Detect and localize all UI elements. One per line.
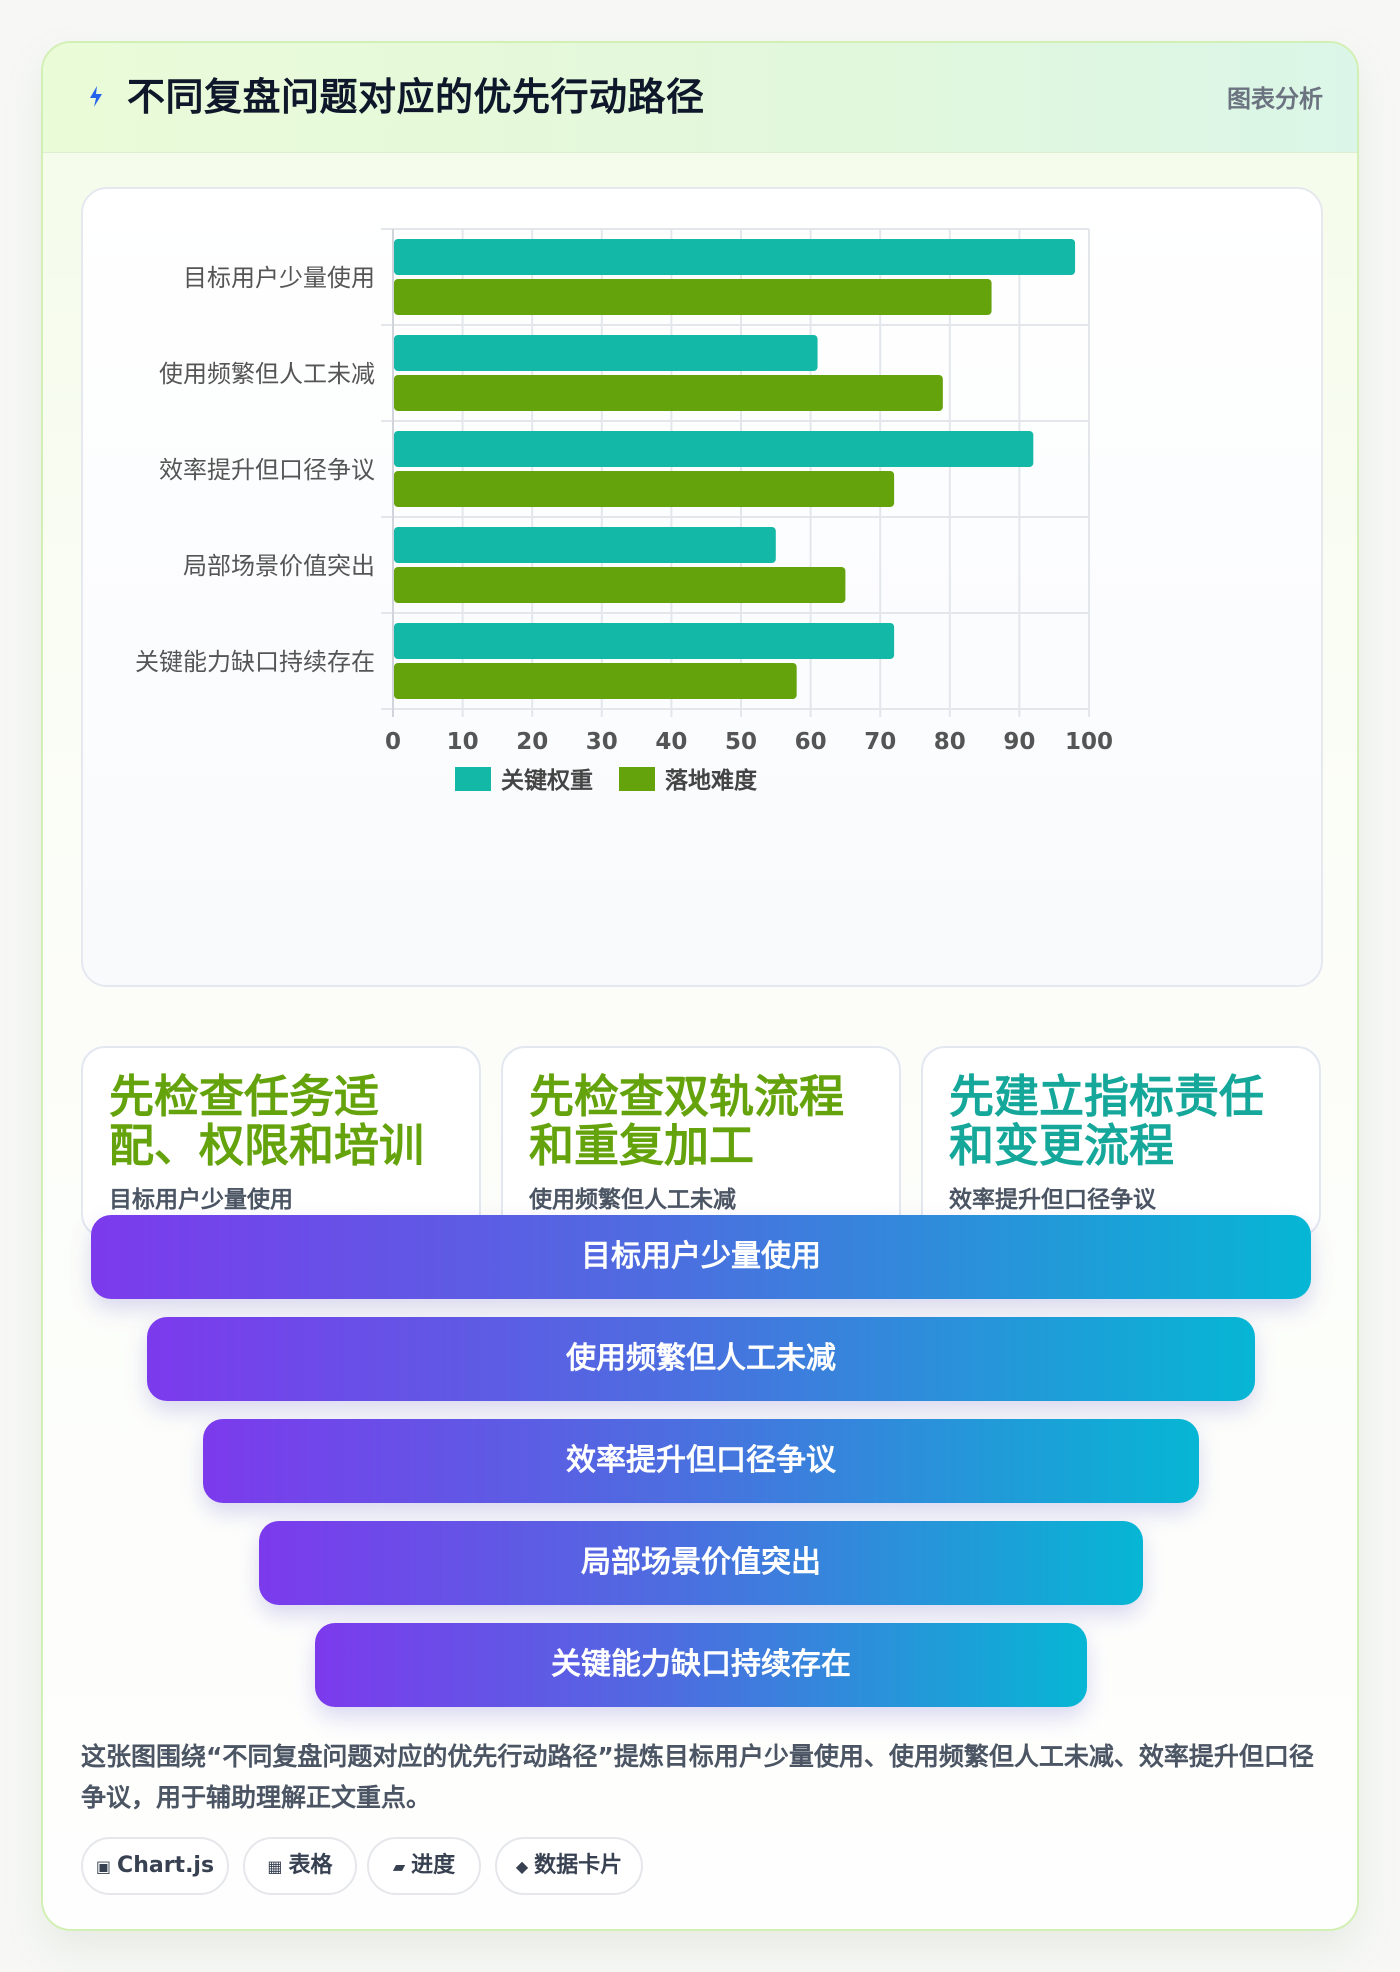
- bar-weight: [394, 335, 818, 371]
- tag-table[interactable]: ▦ 表格: [243, 1837, 357, 1895]
- x-tick-label: 0: [385, 729, 401, 755]
- x-tick-label: 30: [586, 729, 618, 755]
- tag-label: 表格: [288, 1853, 333, 1878]
- x-tick-label: 70: [864, 729, 896, 755]
- legend-swatch: [619, 767, 655, 791]
- tag-label: 数据卡片: [534, 1853, 623, 1878]
- bar-difficulty: [394, 375, 943, 411]
- bar-weight: [394, 239, 1076, 275]
- x-tick-label: 20: [516, 729, 548, 755]
- bar-weight: [394, 431, 1034, 467]
- x-tick-label: 40: [655, 729, 687, 755]
- y-tick-label: 使用频繁但人工未减: [159, 360, 375, 388]
- funnel-step-1: 目标用户少量使用: [91, 1215, 1311, 1299]
- funnel-step-4: 局部场景价值突出: [259, 1521, 1143, 1605]
- y-tick-label: 局部场景价值突出: [183, 552, 375, 580]
- funnel-step-3: 效率提升但口径争议: [203, 1419, 1199, 1503]
- bar-chart: 0 10 20 30 40 50 60 70 80 90 100 目标用户少量使用使用频繁但人工未减效…: [135, 228, 1113, 794]
- bar-difficulty: [394, 663, 797, 699]
- diamond-icon: ◆: [515, 1857, 529, 1876]
- summary-card-label: 目标用户少量使用: [109, 1187, 293, 1213]
- bar-weight: [394, 527, 776, 563]
- summary-card-headline: 先检查任务适配、权限和培训: [109, 1072, 425, 1170]
- table-icon: ▦: [267, 1857, 283, 1876]
- tag-chartjs[interactable]: ▣ Chart.js: [81, 1837, 229, 1895]
- legend-label: 关键权重: [501, 767, 593, 794]
- x-tick-label: 50: [725, 729, 757, 755]
- tag-label: Chart.js: [117, 1853, 215, 1878]
- x-tick-label: 10: [447, 729, 479, 755]
- x-tick-label: 100: [1065, 729, 1113, 755]
- summary-card-headline: 先建立指标责任和变更流程: [949, 1072, 1265, 1170]
- card-title: 不同复盘问题对应的优先行动路径: [127, 75, 705, 119]
- y-tick-label: 关键能力缺口持续存在: [135, 648, 375, 676]
- chart-analysis-tag: 图表分析: [1227, 85, 1323, 113]
- tag-progress[interactable]: ▰ 进度: [367, 1837, 481, 1895]
- summary-card-3: 先建立指标责任和变更流程 效率提升但口径争议: [921, 1046, 1321, 1238]
- summary-card-2: 先检查双轨流程和重复加工 使用频繁但人工未减: [501, 1046, 901, 1238]
- progress-icon: ▰: [392, 1857, 406, 1876]
- funnel-step-5: 关键能力缺口持续存在: [315, 1623, 1087, 1707]
- report-card: 不同复盘问题对应的优先行动路径 图表分析 0 10 20 30 40 50 60 70 80 90…: [41, 41, 1359, 1931]
- chart-icon: ▣: [95, 1857, 112, 1876]
- chart-description: 这张图围绕“不同复盘问题对应的优先行动路径”提炼目标用户少量使用、使用频繁但人工…: [81, 1742, 1314, 1812]
- funnel-step-2: 使用频繁但人工未减: [147, 1317, 1255, 1401]
- x-tick-label: 90: [1003, 729, 1035, 755]
- summary-card-label: 使用频繁但人工未减: [529, 1187, 736, 1213]
- legend-swatch: [455, 767, 491, 791]
- summary-card-headline: 先检查双轨流程和重复加工: [529, 1072, 845, 1170]
- tag-data-card[interactable]: ◆ 数据卡片: [495, 1837, 643, 1895]
- bar-difficulty: [394, 279, 992, 315]
- tag-label: 进度: [411, 1853, 456, 1878]
- chart-panel: 0 10 20 30 40 50 60 70 80 90 100 目标用户少量使用使用频繁但人工未减效…: [81, 187, 1323, 987]
- summary-card-label: 效率提升但口径争议: [949, 1187, 1156, 1213]
- x-tick-label: 80: [934, 729, 966, 755]
- lightning-bolt-icon: [90, 86, 102, 107]
- y-tick-label: 目标用户少量使用: [183, 264, 375, 292]
- bar-difficulty: [394, 567, 846, 603]
- summary-card-1: 先检查任务适配、权限和培训 目标用户少量使用: [81, 1046, 481, 1238]
- legend-label: 落地难度: [665, 767, 758, 794]
- x-tick-label: 60: [795, 729, 827, 755]
- bar-weight: [394, 623, 895, 659]
- card-header: 不同复盘问题对应的优先行动路径 图表分析: [43, 43, 1357, 153]
- y-tick-label: 效率提升但口径争议: [159, 456, 375, 484]
- bar-difficulty: [394, 471, 895, 507]
